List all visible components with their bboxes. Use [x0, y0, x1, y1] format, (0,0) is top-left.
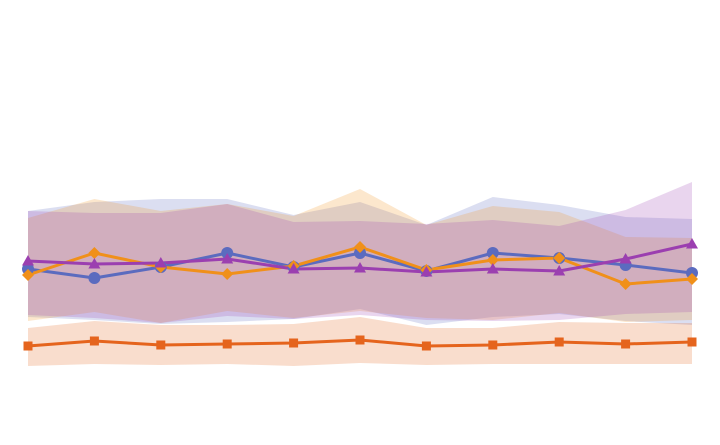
- series-3-point-7: [420, 266, 433, 277]
- series-2-point-4: [221, 268, 234, 280]
- series-4-point-3: [156, 340, 166, 350]
- series-4-point-9: [554, 337, 564, 347]
- series-1-point-2: [88, 272, 101, 284]
- series-4-point-8: [488, 340, 498, 350]
- series-4-point-4: [222, 339, 232, 349]
- series-4-point-7: [421, 341, 431, 351]
- series-4-point-10: [621, 339, 631, 349]
- series-2-point-10: [619, 278, 632, 290]
- series-4-point-5: [289, 338, 299, 348]
- series-2-point-1: [22, 269, 34, 281]
- series-3-point-6: [354, 262, 366, 273]
- series-2-point-2: [88, 247, 101, 259]
- series-markers: [22, 238, 698, 351]
- series-3-point-8: [486, 263, 499, 274]
- series-3-point-3: [154, 257, 167, 268]
- series-3-point-5: [287, 263, 300, 274]
- series-3-point-4: [221, 253, 234, 264]
- series-1-band: [28, 197, 692, 325]
- series-4-point-1: [23, 341, 33, 351]
- series-2-point-9: [553, 252, 566, 264]
- series-3-point-9: [553, 265, 566, 276]
- series-1-point-8: [486, 247, 499, 259]
- series-4-point-6: [355, 335, 365, 345]
- series-2-point-6: [354, 241, 366, 253]
- series-4-point-11: [687, 337, 697, 347]
- series-3-point-10: [619, 253, 632, 264]
- series-2-point-11: [686, 273, 698, 285]
- series-2-point-8: [486, 254, 499, 266]
- confidence-bands: [28, 182, 692, 366]
- series-3-point-2: [88, 258, 101, 269]
- series-3-point-11: [686, 238, 698, 249]
- series-4-point-2: [89, 336, 99, 346]
- series-3-point-1: [22, 255, 34, 266]
